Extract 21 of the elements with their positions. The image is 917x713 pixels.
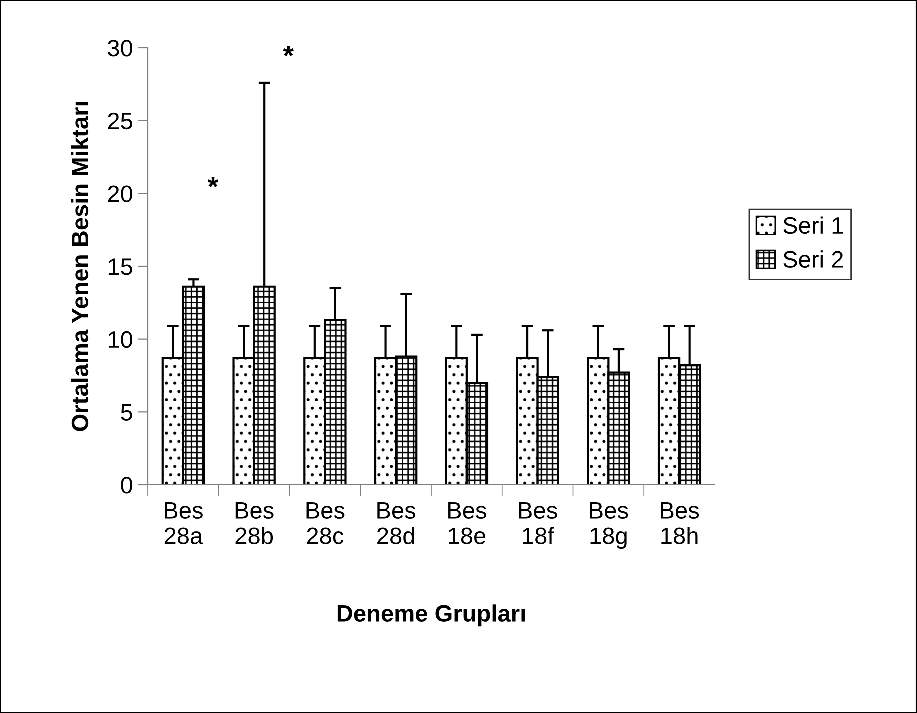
x-tick-label: Bes 18e <box>448 502 486 544</box>
y-tick-label: 30 <box>108 40 132 57</box>
y-tick-label: 10 <box>108 331 132 348</box>
x-tick-label: Bes 28c <box>306 502 345 544</box>
y-tick-label: 25 <box>108 112 132 130</box>
y-axis-title: Ortalama Yenen Besin Miktarı <box>71 102 89 432</box>
y-tick-label: 5 <box>121 404 132 421</box>
x-tick-label: Bes 18g <box>590 502 628 550</box>
annotation: * <box>283 46 294 56</box>
x-axis-title: Deneme Grupları <box>338 604 525 627</box>
legend-label: Seri 2 <box>784 250 844 268</box>
y-tick-label: 20 <box>108 186 132 202</box>
x-tick-label: Bes 28b <box>236 502 274 544</box>
x-tick-label: Bes 28d <box>378 502 416 544</box>
y-tick-label: 0 <box>121 477 132 494</box>
x-tick-label: Bes 28a <box>164 502 204 544</box>
x-tick-label: Bes 18h <box>661 502 700 544</box>
legend-label: Seri 1 <box>784 216 844 234</box>
x-tick-label: Bes 18f <box>519 502 558 544</box>
annotation: * <box>208 177 219 188</box>
y-tick-label: 15 <box>108 258 132 276</box>
